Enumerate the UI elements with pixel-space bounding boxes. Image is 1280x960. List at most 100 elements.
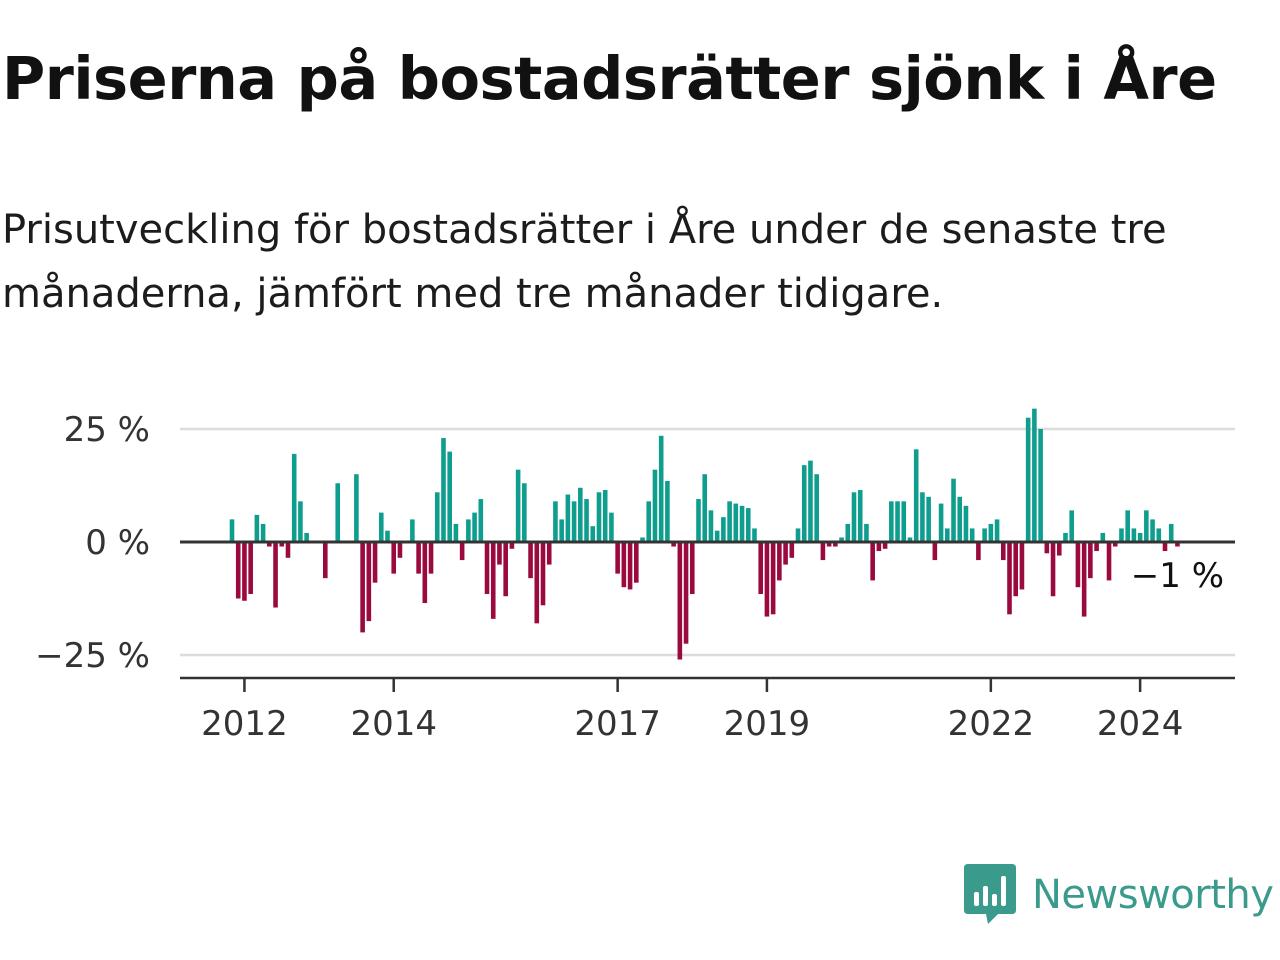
bar — [497, 542, 502, 565]
bar — [1162, 542, 1168, 552]
bar — [1007, 542, 1012, 615]
chart-subtitle: Prisutveckling för bostadsrätter i Åre u… — [2, 207, 1167, 317]
bar — [584, 499, 589, 542]
bar — [1056, 542, 1062, 556]
brand-name: Newsworthy — [1032, 872, 1274, 918]
bar — [304, 532, 309, 542]
bar — [441, 438, 446, 542]
bar — [994, 519, 1000, 542]
bar — [298, 501, 303, 542]
bar — [590, 526, 596, 542]
bar — [1175, 542, 1180, 547]
bar — [1088, 542, 1093, 579]
bar — [826, 542, 832, 547]
bar — [714, 530, 720, 542]
bar — [1100, 532, 1106, 542]
bar — [777, 542, 782, 581]
bar — [1044, 542, 1050, 554]
bar — [727, 501, 732, 542]
bar — [534, 542, 540, 624]
bar — [758, 542, 763, 594]
bar — [453, 523, 459, 542]
bar — [372, 542, 378, 583]
bar — [683, 542, 689, 644]
bar — [1063, 532, 1068, 542]
bar — [627, 542, 633, 590]
bar — [982, 528, 987, 542]
bar — [951, 478, 956, 542]
bar — [578, 487, 583, 542]
bar — [739, 505, 745, 542]
x-tick-label: 2024 — [1097, 704, 1184, 744]
bar — [528, 542, 533, 579]
bar — [1119, 528, 1124, 542]
bar — [410, 519, 415, 542]
bar — [1081, 542, 1087, 617]
bar — [522, 483, 527, 542]
bar — [235, 542, 241, 599]
bar — [702, 474, 708, 542]
bar — [565, 494, 571, 542]
bar — [652, 469, 658, 542]
bar — [291, 453, 297, 542]
bar — [621, 542, 627, 588]
bar — [913, 449, 919, 542]
bar — [428, 542, 434, 574]
bar — [808, 460, 813, 542]
x-tick-label: 2012 — [201, 704, 288, 744]
bar — [876, 542, 882, 552]
bar — [1156, 528, 1162, 542]
x-tick-label: 2017 — [574, 704, 661, 744]
bar — [546, 542, 552, 565]
bar — [323, 542, 328, 579]
bar — [677, 542, 683, 660]
bar — [839, 537, 844, 542]
bar — [976, 542, 981, 561]
bar — [665, 480, 670, 542]
bar — [459, 542, 465, 561]
bar — [540, 542, 546, 606]
bar — [801, 465, 807, 542]
bar — [1168, 523, 1174, 542]
bar — [1000, 542, 1006, 561]
bar — [696, 499, 701, 542]
bar-chart: 25 % 0 % −25 % 2012 2014 2017 2019 2022 2024 −1 % — [35, 408, 1235, 744]
bar — [851, 492, 857, 542]
bar — [354, 474, 359, 542]
bar — [820, 542, 826, 561]
brand-logo: Newsworthy — [964, 864, 1274, 926]
bar — [1013, 542, 1019, 597]
bar — [447, 451, 452, 542]
bar — [490, 542, 496, 619]
bar — [671, 542, 676, 547]
bar — [1032, 408, 1037, 542]
bar — [957, 496, 963, 542]
bar — [285, 542, 291, 558]
bar — [969, 528, 975, 542]
bar — [615, 542, 620, 574]
bar — [907, 537, 913, 542]
y-tick-label: 25 % — [64, 410, 150, 450]
bar — [783, 542, 788, 565]
bar — [335, 483, 341, 542]
bar — [864, 523, 869, 542]
bar — [901, 501, 907, 542]
bar — [634, 542, 639, 583]
bar — [945, 528, 950, 542]
bar — [764, 542, 770, 617]
bar — [260, 523, 266, 542]
bar — [857, 490, 863, 542]
bar — [752, 528, 757, 542]
bar — [889, 501, 894, 542]
bar — [229, 519, 235, 542]
y-tick-label: 0 % — [85, 523, 150, 563]
bar — [385, 530, 390, 542]
bar — [963, 505, 969, 542]
bar — [248, 542, 253, 594]
bar — [658, 435, 664, 542]
bar — [646, 501, 652, 542]
bar — [397, 542, 403, 558]
last-value-label: −1 % — [1131, 556, 1224, 596]
chart-title: Priserna på bostadsrätter sjönk i Åre — [2, 44, 1217, 113]
bar — [733, 503, 739, 542]
